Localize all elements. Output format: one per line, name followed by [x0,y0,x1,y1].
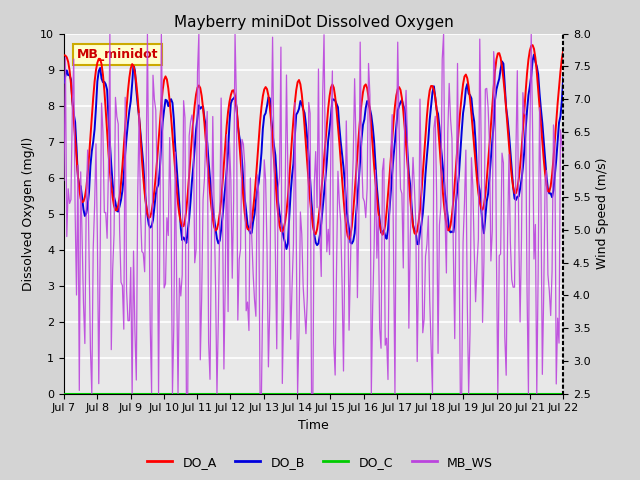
Title: Mayberry miniDot Dissolved Oxygen: Mayberry miniDot Dissolved Oxygen [173,15,454,30]
Y-axis label: Dissolved Oxygen (mg/l): Dissolved Oxygen (mg/l) [22,136,35,291]
Text: MB_minidot: MB_minidot [77,48,158,61]
X-axis label: Time: Time [298,419,329,432]
Y-axis label: Wind Speed (m/s): Wind Speed (m/s) [596,158,609,269]
Legend: DO_A, DO_B, DO_C, MB_WS: DO_A, DO_B, DO_C, MB_WS [142,451,498,474]
